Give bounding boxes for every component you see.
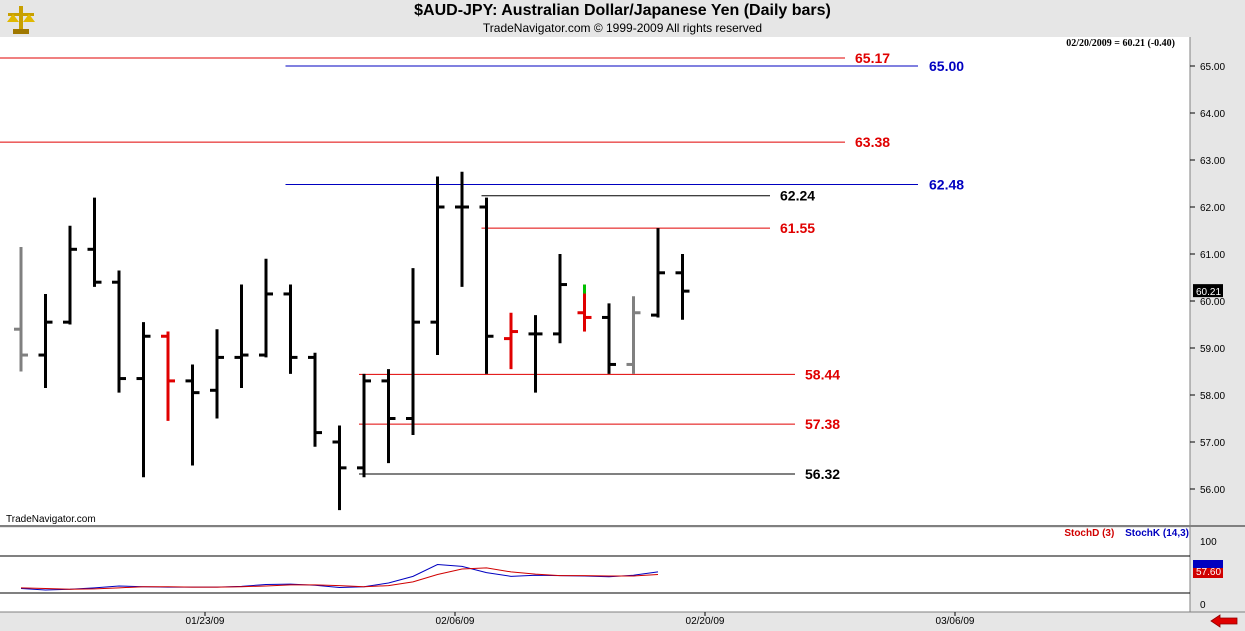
last-price-info: 02/20/2009 = 60.21 (-0.40) <box>1066 38 1175 49</box>
price-tick-label: 65.00 <box>1200 62 1225 73</box>
osc-tick-label: 0 <box>1200 600 1206 611</box>
price-tick-label: 56.00 <box>1200 485 1225 496</box>
price-tick-label: 59.00 <box>1200 344 1225 355</box>
price-tick-label: 60.00 <box>1200 297 1225 308</box>
date-tick-label: 03/06/09 <box>936 616 975 627</box>
osc-tick-label: 100 <box>1200 537 1217 548</box>
date-tick-label: 02/06/09 <box>436 616 475 627</box>
last-price-label: 60.21 <box>1196 287 1221 298</box>
oscillator-panel[interactable] <box>0 528 1190 612</box>
oscillator-legend: StochD (3) StochK (14,3) <box>1064 528 1189 539</box>
chart-header: $AUD-JPY: Australian Dollar/Japanese Yen… <box>0 0 1245 37</box>
watermark: TradeNavigator.com <box>6 514 96 525</box>
scroll-right-arrow-icon[interactable] <box>1209 614 1239 628</box>
chart-subtitle: TradeNavigator.com © 1999-2009 All right… <box>482 21 763 35</box>
osc-d-marker <box>1193 568 1223 578</box>
chart-title: $AUD-JPY: Australian Dollar/Japanese Yen… <box>414 2 831 19</box>
price-axis-bg <box>1190 37 1245 525</box>
legend-stoch-k: StochK (14,3) <box>1125 528 1189 539</box>
last-price-marker <box>1193 284 1223 298</box>
price-tick-label: 57.00 <box>1200 438 1225 449</box>
price-tick-label: 62.00 <box>1200 203 1225 214</box>
price-tick-label: 63.00 <box>1200 156 1225 167</box>
date-tick-label: 02/20/09 <box>686 616 725 627</box>
osc-k-marker <box>1193 560 1223 569</box>
price-tick-label: 58.00 <box>1200 391 1225 402</box>
osc-last-label: 57.60 <box>1196 567 1221 578</box>
legend-stoch-d: StochD (3) <box>1064 528 1115 539</box>
osc-axis-bg <box>1190 528 1245 612</box>
date-tick-label: 01/23/09 <box>186 616 225 627</box>
price-tick-label: 61.00 <box>1200 250 1225 261</box>
price-panel[interactable] <box>0 37 1190 525</box>
scale-logo-icon <box>7 6 35 34</box>
price-tick-label: 64.00 <box>1200 109 1225 120</box>
